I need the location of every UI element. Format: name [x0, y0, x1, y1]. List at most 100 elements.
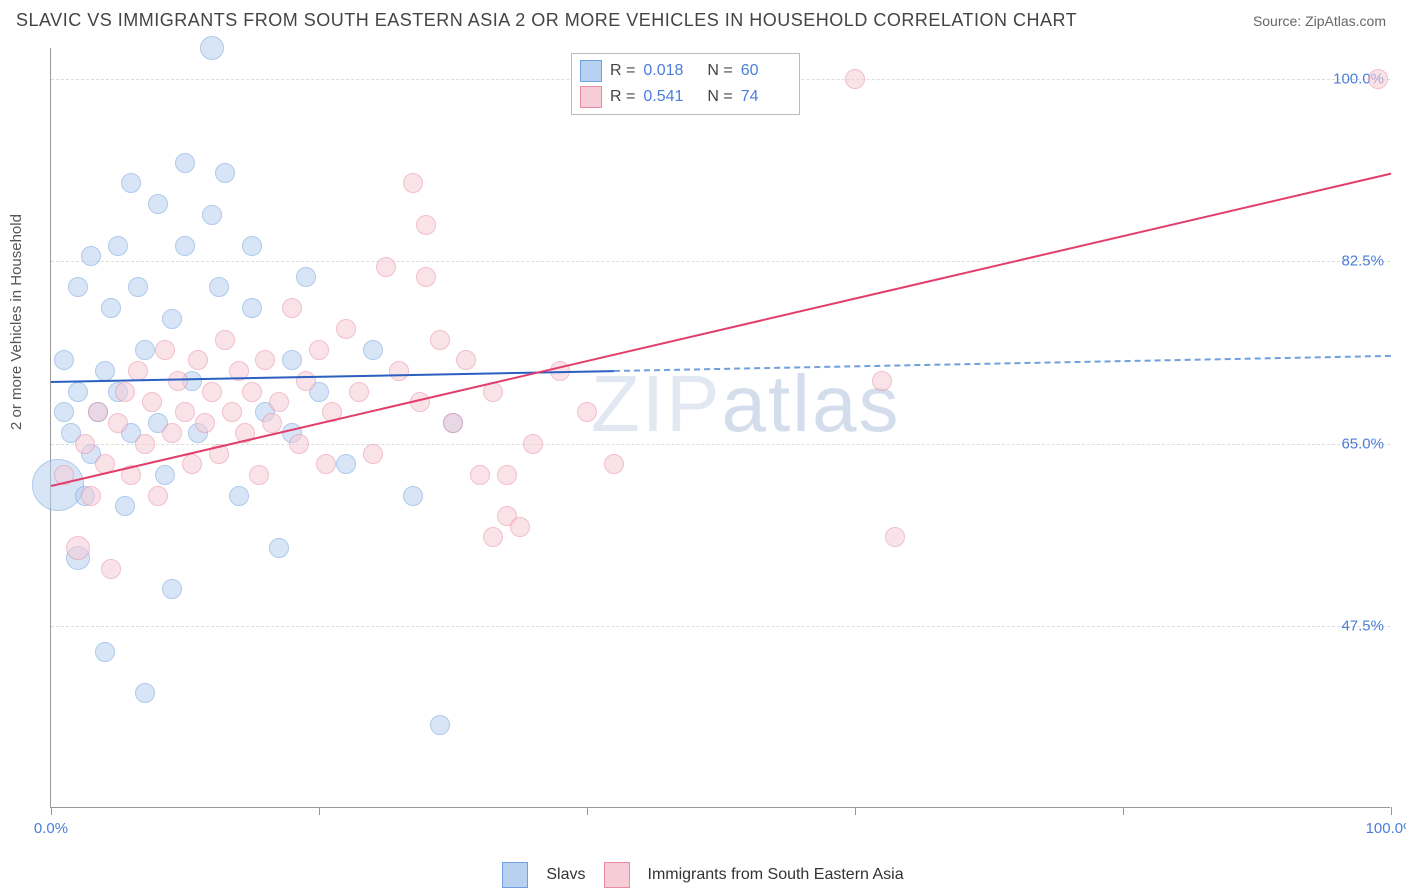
y-axis-label: 2 or more Vehicles in Household	[8, 214, 25, 430]
chart-header: SLAVIC VS IMMIGRANTS FROM SOUTH EASTERN …	[0, 0, 1406, 37]
data-point	[195, 413, 215, 433]
data-point	[262, 413, 282, 433]
gridline	[51, 261, 1390, 262]
stat-r-value: 0.018	[643, 62, 691, 80]
watermark: ZIPatlas	[591, 358, 900, 450]
data-point	[336, 319, 356, 339]
data-point	[54, 402, 74, 422]
data-point	[162, 309, 182, 329]
data-point	[88, 402, 108, 422]
data-point	[604, 454, 624, 474]
legend-label-slavs: Slavs	[546, 866, 585, 884]
watermark-bold: ZIP	[591, 359, 721, 448]
data-point	[229, 486, 249, 506]
stat-r-label: R =	[610, 62, 635, 80]
data-point	[66, 536, 90, 560]
data-point	[115, 496, 135, 516]
y-tick-label: 65.0%	[1341, 435, 1384, 452]
data-point	[108, 413, 128, 433]
data-point	[155, 340, 175, 360]
data-point	[108, 236, 128, 256]
y-tick-label: 82.5%	[1341, 253, 1384, 270]
data-point	[101, 298, 121, 318]
stats-box: R =0.018N =60R =0.541N =74	[571, 53, 800, 115]
data-point	[135, 340, 155, 360]
data-point	[242, 236, 262, 256]
y-tick-label: 47.5%	[1341, 617, 1384, 634]
data-point	[456, 350, 476, 370]
legend: Slavs Immigrants from South Eastern Asia	[0, 862, 1406, 888]
x-tick-label: 0.0%	[34, 820, 68, 837]
legend-swatch-slavs	[502, 862, 528, 888]
data-point	[68, 277, 88, 297]
data-point	[403, 173, 423, 193]
data-point	[470, 465, 490, 485]
data-point	[309, 340, 329, 360]
data-point	[430, 330, 450, 350]
data-point	[68, 382, 88, 402]
data-point	[135, 434, 155, 454]
stat-r-label: R =	[610, 88, 635, 106]
scatter-chart: ZIPatlas 47.5%65.0%82.5%100.0%0.0%100.0%…	[50, 48, 1390, 808]
x-tick	[51, 807, 52, 815]
x-tick	[1123, 807, 1124, 815]
data-point	[215, 330, 235, 350]
data-point	[209, 277, 229, 297]
data-point	[121, 173, 141, 193]
x-tick	[1391, 807, 1392, 815]
data-point	[349, 382, 369, 402]
data-point	[282, 350, 302, 370]
data-point	[128, 361, 148, 381]
data-point	[95, 642, 115, 662]
data-point	[142, 392, 162, 412]
x-tick	[587, 807, 588, 815]
data-point	[289, 434, 309, 454]
data-point	[200, 36, 224, 60]
data-point	[523, 434, 543, 454]
data-point	[430, 715, 450, 735]
stats-row: R =0.018N =60	[580, 58, 789, 84]
legend-swatch-immigrants	[604, 862, 630, 888]
data-point	[872, 371, 892, 391]
data-point	[95, 361, 115, 381]
data-point	[510, 517, 530, 537]
gridline	[51, 626, 1390, 627]
data-point	[336, 454, 356, 474]
data-point	[75, 434, 95, 454]
data-point	[128, 277, 148, 297]
stats-row: R =0.541N =74	[580, 84, 789, 110]
data-point	[416, 267, 436, 287]
data-point	[577, 402, 597, 422]
data-point	[175, 402, 195, 422]
data-point	[115, 382, 135, 402]
data-point	[389, 361, 409, 381]
stat-n-label: N =	[707, 88, 732, 106]
data-point	[376, 257, 396, 277]
data-point	[885, 527, 905, 547]
data-point	[416, 215, 436, 235]
data-point	[269, 392, 289, 412]
trend-line	[51, 173, 1391, 487]
stats-swatch	[580, 60, 602, 82]
data-point	[81, 246, 101, 266]
data-point	[403, 486, 423, 506]
data-point	[188, 350, 208, 370]
data-point	[202, 205, 222, 225]
data-point	[269, 538, 289, 558]
stat-r-value: 0.541	[643, 88, 691, 106]
data-point	[1368, 69, 1388, 89]
data-point	[296, 371, 316, 391]
data-point	[443, 413, 463, 433]
data-point	[242, 298, 262, 318]
chart-title: SLAVIC VS IMMIGRANTS FROM SOUTH EASTERN …	[16, 10, 1077, 31]
data-point	[162, 579, 182, 599]
stat-n-value: 60	[741, 62, 789, 80]
data-point	[363, 340, 383, 360]
gridline	[51, 444, 1390, 445]
x-tick	[319, 807, 320, 815]
data-point	[168, 371, 188, 391]
trend-line	[614, 355, 1391, 372]
data-point	[54, 350, 74, 370]
data-point	[148, 486, 168, 506]
data-point	[175, 153, 195, 173]
